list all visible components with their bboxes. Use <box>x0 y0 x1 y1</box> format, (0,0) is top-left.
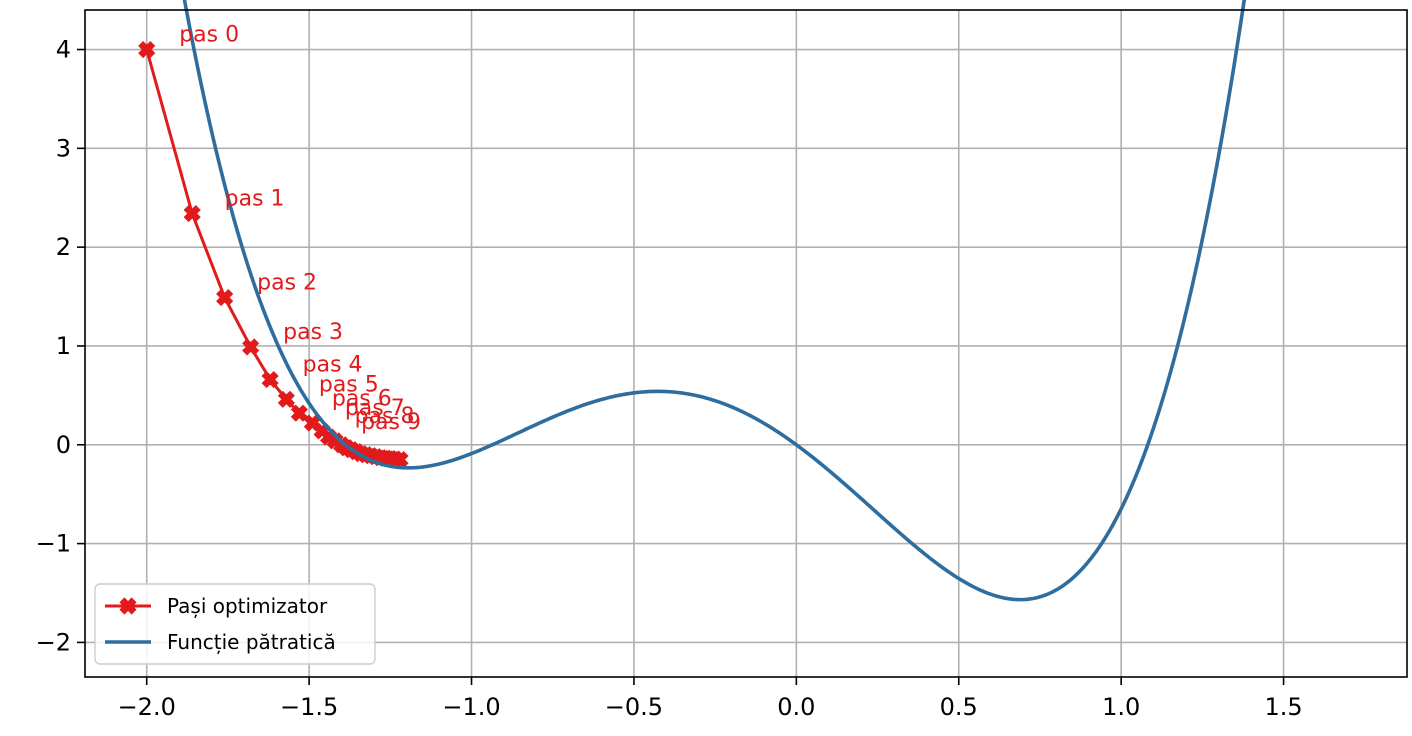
step-marker <box>261 371 279 389</box>
step-label: pas 5 <box>319 372 379 397</box>
y-axis: −2 −1 0 1 2 3 4 <box>36 36 85 656</box>
axes-frame <box>84 9 1408 678</box>
plot-area <box>85 10 1407 677</box>
y-tick-label: 2 <box>56 233 71 261</box>
step-marker <box>183 204 201 223</box>
y-tick-label: −2 <box>36 628 71 656</box>
y-tick-label: −1 <box>36 530 71 558</box>
step-label: pas 2 <box>257 271 317 296</box>
optimizer-steps <box>138 40 409 469</box>
step-marker <box>216 288 234 307</box>
x-axis: −2.0 −1.5 −1.0 −0.5 0.0 0.5 1.0 1.5 <box>118 677 1303 721</box>
step-marker <box>138 40 156 59</box>
x-tick-label: 0.5 <box>940 693 978 721</box>
step-label: pas 8 <box>355 404 415 429</box>
step-label: pas 1 <box>225 187 285 212</box>
y-tick-label: 0 <box>56 431 71 459</box>
step-label: pas 7 <box>345 396 405 421</box>
step-marker <box>277 390 295 408</box>
x-tick-label: 0.0 <box>777 693 815 721</box>
y-tick-label: 4 <box>56 36 71 64</box>
legend-box <box>94 583 376 665</box>
step-label: pas 6 <box>332 386 392 411</box>
x-tick-label: −1.5 <box>280 693 338 721</box>
x-tick-label: 1.0 <box>1102 693 1140 721</box>
function-curve <box>182 0 1247 602</box>
x-tick-label: −0.5 <box>605 693 663 721</box>
step-marker <box>242 338 260 356</box>
legend-function-label: Funcție pătratică <box>167 630 336 654</box>
step-marker <box>391 451 409 469</box>
step-label: pas 4 <box>303 353 363 378</box>
step-label: pas 0 <box>179 23 239 48</box>
legend: Pași optimizator Funcție pătratică <box>94 583 376 665</box>
y-tick-label: 3 <box>56 134 71 162</box>
step-label: pas 9 <box>361 410 421 435</box>
legend-steps-label: Pași optimizator <box>167 594 328 618</box>
x-tick-label: 1.5 <box>1264 693 1302 721</box>
step-label: pas 3 <box>283 320 343 345</box>
y-tick-label: 1 <box>56 332 71 360</box>
x-tick-label: −2.0 <box>118 693 176 721</box>
x-tick-label: −1.0 <box>442 693 500 721</box>
legend-steps-marker <box>119 597 137 615</box>
